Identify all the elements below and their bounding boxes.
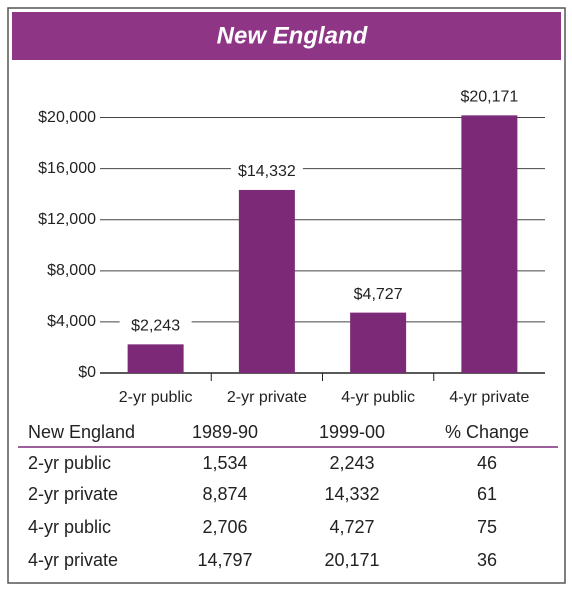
table-header: % Change: [445, 422, 529, 442]
table-cell: 4-yr private: [28, 550, 118, 570]
table-cell: 20,171: [324, 550, 379, 570]
table-cell: 1,534: [202, 453, 247, 473]
y-tick-label: $0: [78, 364, 96, 381]
bar: [350, 312, 407, 373]
x-tick-label: 4-yr private: [449, 389, 529, 406]
table-cell: 4-yr public: [28, 517, 111, 537]
table-header: 1999-00: [319, 422, 385, 442]
y-tick-label: $12,000: [38, 211, 96, 228]
value-label-bg: [230, 161, 303, 182]
table-cell: 61: [477, 484, 497, 504]
value-label: $20,171: [460, 89, 518, 106]
y-tick-label: $20,000: [38, 109, 96, 126]
x-tick-label: 4-yr public: [341, 389, 415, 406]
y-tick-label: $16,000: [38, 160, 96, 177]
table-cell: 2,243: [329, 453, 374, 473]
table-cell: 14,797: [197, 550, 252, 570]
table-cell: 75: [477, 517, 497, 537]
table-cell: 4,727: [329, 517, 374, 537]
x-tick-label: 2-yr private: [227, 389, 307, 406]
table-header: New England: [28, 422, 135, 442]
y-tick-label: $4,000: [47, 313, 96, 330]
title-bar: [12, 12, 561, 60]
value-label-bg: [119, 316, 192, 337]
table-cell: 2-yr private: [28, 484, 118, 504]
y-tick-label: $8,000: [47, 262, 96, 279]
table-header: 1989-90: [192, 422, 258, 442]
value-label-bg: [453, 87, 526, 108]
table-cell: 46: [477, 453, 497, 473]
value-label: $4,727: [354, 286, 403, 303]
table-cell: 2,706: [202, 517, 247, 537]
table-cell: 2-yr public: [28, 453, 111, 473]
bar: [461, 115, 518, 373]
table-cell: 8,874: [202, 484, 247, 504]
table-cell: 14,332: [324, 484, 379, 504]
bar: [238, 189, 295, 373]
table-cell: 36: [477, 550, 497, 570]
chart-title: New England: [217, 22, 369, 49]
value-label: $2,243: [131, 318, 180, 335]
bar: [127, 344, 184, 373]
value-label-bg: [342, 284, 415, 305]
value-label: $14,332: [238, 163, 296, 180]
x-tick-label: 2-yr public: [119, 389, 193, 406]
